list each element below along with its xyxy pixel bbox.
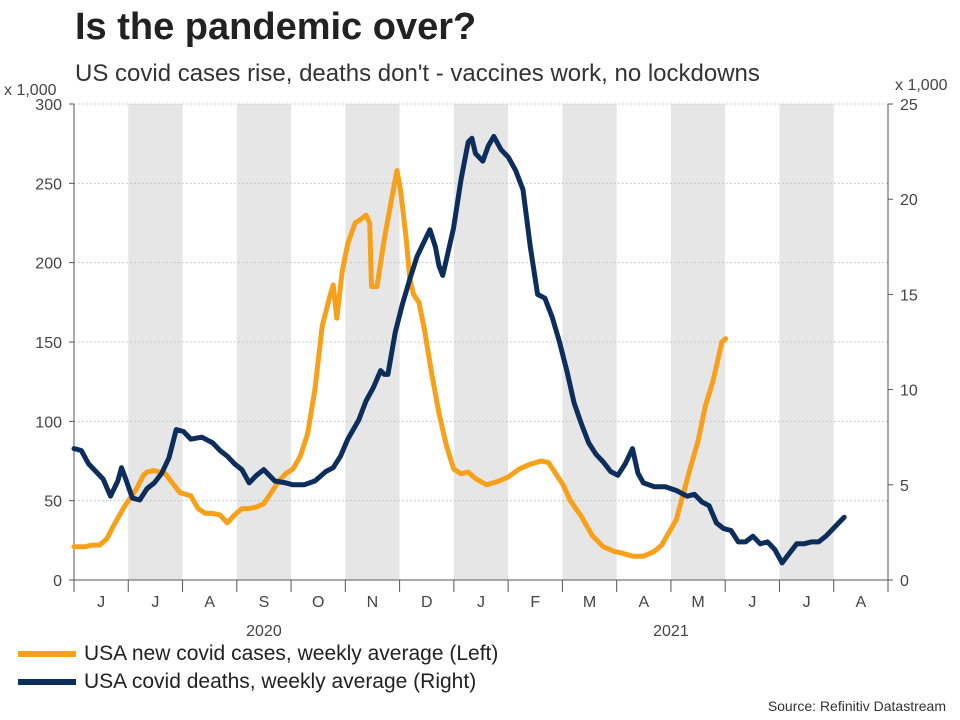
left-tick-label: 100 (35, 414, 62, 431)
chart-subtitle: US covid cases rise, deaths don't - vacc… (75, 60, 760, 87)
right-tick-label: 25 (900, 97, 918, 114)
legend-swatch-cases (18, 651, 76, 657)
source-note: Source: Refinitiv Datastream (767, 698, 946, 714)
right-axis-unit: x 1,000 (895, 77, 948, 94)
left-tick-label: 150 (35, 335, 62, 352)
left-axis-ticks: 0 50 100 150 200 250 300 (35, 97, 74, 590)
month-label: O (312, 594, 324, 611)
month-label: F (530, 594, 540, 611)
month-label: S (259, 594, 270, 611)
right-tick-label: 10 (900, 383, 918, 400)
right-tick-label: 15 (900, 287, 918, 304)
left-tick-label: 300 (35, 97, 62, 114)
legend-label-deaths: USA covid deaths, weekly average (Right) (84, 670, 477, 693)
year-label: 2020 (246, 623, 282, 640)
month-label: J (748, 594, 756, 611)
deaths-series-line (71, 133, 847, 566)
month-label: J (803, 594, 811, 611)
month-label: M (583, 594, 596, 611)
cases-series-line (71, 168, 729, 559)
month-label: D (421, 594, 433, 611)
left-axis-unit: x 1,000 (4, 82, 57, 99)
month-label: J (477, 594, 485, 611)
right-axis-ticks: 0 5 10 15 20 25 (888, 97, 918, 590)
legend-swatch-deaths (18, 679, 76, 685)
chart-title: Is the pandemic over? (75, 6, 477, 48)
month-label: J (151, 594, 159, 611)
left-tick-label: 0 (53, 573, 62, 590)
right-tick-label: 5 (900, 478, 909, 495)
legend-label-cases: USA new covid cases, weekly average (Lef… (84, 642, 499, 665)
month-label: M (691, 594, 704, 611)
year-label: 2021 (653, 623, 689, 640)
month-label: N (367, 594, 379, 611)
series-lines (71, 133, 847, 566)
left-tick-label: 50 (44, 494, 62, 511)
left-tick-label: 200 (35, 256, 62, 273)
month-label: A (204, 594, 215, 611)
left-tick-label: 250 (35, 176, 62, 193)
right-tick-label: 0 (900, 573, 909, 590)
month-label: A (638, 594, 649, 611)
month-label: J (97, 594, 105, 611)
legend-item-deaths: USA covid deaths, weekly average (Right) (18, 670, 476, 694)
right-tick-label: 20 (900, 192, 918, 209)
x-axis-year-labels: 2020 2021 (246, 623, 689, 640)
chart-canvas: x 1,000 x 1,000 0 50 100 150 200 250 300 0 5 10 1… (4, 77, 948, 640)
month-label: A (856, 594, 867, 611)
legend-item-cases: USA new covid cases, weekly average (Lef… (18, 642, 498, 666)
